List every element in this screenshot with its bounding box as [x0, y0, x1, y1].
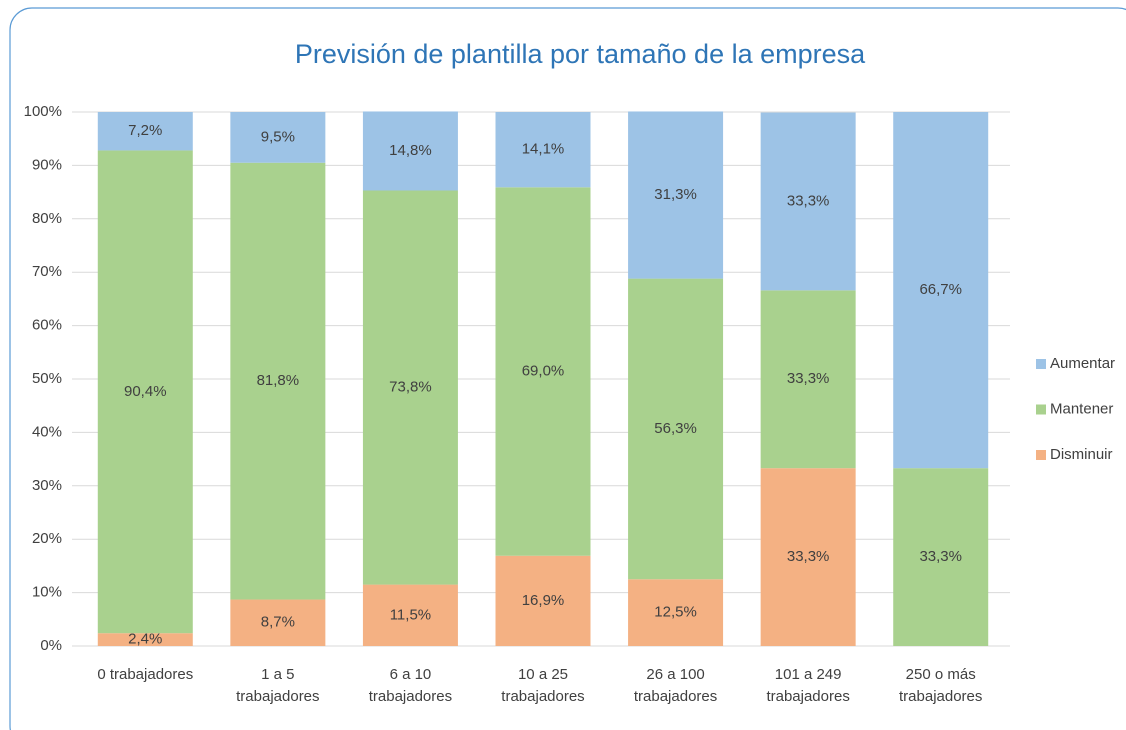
- bar-segment: [628, 111, 724, 279]
- bar-segment: [97, 112, 193, 151]
- bar-segment: [362, 584, 458, 646]
- bar-segment: [628, 579, 724, 646]
- data-label: 90,4%: [124, 383, 167, 400]
- bar-segment: [760, 468, 856, 646]
- data-label: 16,9%: [522, 592, 565, 609]
- chart-title: Previsión de plantilla por tamaño de la …: [295, 39, 866, 69]
- bar-segment: [495, 187, 591, 556]
- data-label: 2,4%: [128, 631, 162, 648]
- x-tick-label: 101 a 249 trabajadores: [766, 666, 850, 705]
- data-label: 56,3%: [654, 420, 697, 437]
- x-tick-label: 1 a 5 trabajadores: [236, 666, 320, 705]
- data-label: 66,7%: [919, 281, 962, 298]
- bar-segment: [97, 150, 193, 634]
- legend-label: Disminuir: [1050, 446, 1113, 463]
- data-label: 73,8%: [389, 379, 432, 396]
- y-tick-label: 40%: [32, 423, 62, 440]
- y-tick-label: 20%: [32, 530, 62, 547]
- x-tick-label: 0 trabajadores: [97, 666, 194, 683]
- y-tick-label: 30%: [32, 477, 62, 494]
- bar-segment: [230, 162, 326, 600]
- data-label: 33,3%: [787, 370, 830, 387]
- y-tick-label: 10%: [32, 584, 62, 601]
- legend-label: Mantener: [1050, 400, 1113, 417]
- y-tick-label: 100%: [24, 103, 62, 120]
- data-label: 33,3%: [919, 548, 962, 565]
- y-tick-label: 0%: [40, 637, 62, 654]
- bar-segment: [362, 111, 458, 191]
- y-tick-label: 80%: [32, 210, 62, 227]
- data-label: 11,5%: [390, 606, 431, 623]
- x-tick-label: 26 a 100 trabajadores: [633, 666, 718, 705]
- legend-swatch: [1036, 359, 1046, 369]
- legend-swatch: [1036, 450, 1046, 460]
- x-tick-label: 10 a 25 trabajadores: [501, 666, 585, 705]
- x-tick-label: 6 a 10 trabajadores: [368, 666, 453, 705]
- data-label: 8,7%: [261, 614, 295, 631]
- x-tick-label: 250 o más trabajadores: [899, 666, 983, 705]
- data-label: 33,3%: [787, 548, 830, 565]
- y-tick-label: 90%: [32, 156, 62, 173]
- data-label: 31,3%: [654, 186, 697, 203]
- bar-segment: [230, 599, 326, 646]
- data-label: 33,3%: [787, 192, 830, 209]
- data-label: 7,2%: [128, 122, 162, 139]
- bar-segment: [628, 278, 724, 580]
- data-label: 81,8%: [257, 372, 300, 389]
- bar-segment: [230, 112, 326, 163]
- y-tick-label: 60%: [32, 317, 62, 334]
- bar-segment: [893, 112, 989, 469]
- legend-swatch: [1036, 404, 1046, 415]
- bar-segment: [495, 112, 591, 188]
- legend-label: Aumentar: [1050, 355, 1115, 372]
- bar-segment: [495, 555, 591, 646]
- bar-segment: [760, 112, 856, 291]
- data-label: 12,5%: [654, 604, 697, 621]
- y-tick-label: 50%: [32, 370, 62, 387]
- data-label: 14,1%: [522, 141, 565, 158]
- data-label: 14,8%: [389, 142, 432, 159]
- bar-segment: [760, 290, 856, 469]
- data-label: 69,0%: [522, 362, 565, 379]
- y-tick-label: 70%: [32, 263, 62, 280]
- bar-segment: [97, 633, 193, 646]
- bar-segment: [362, 190, 458, 585]
- bar-segment: [893, 468, 989, 646]
- data-label: 9,5%: [261, 128, 295, 145]
